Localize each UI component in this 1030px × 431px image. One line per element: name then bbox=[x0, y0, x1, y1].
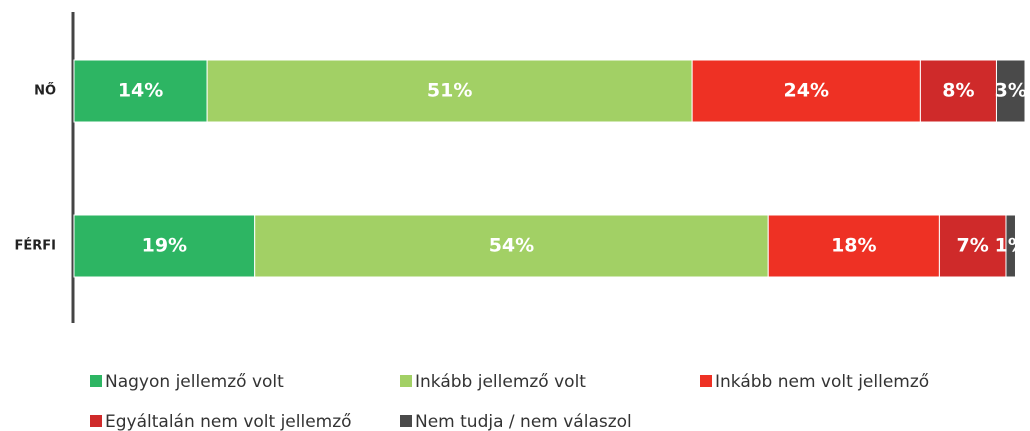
legend-label: Inkább jellemző volt bbox=[415, 372, 586, 392]
value-label: 3% bbox=[995, 80, 1027, 102]
value-label: 14% bbox=[118, 80, 163, 102]
legend-label: Nem tudja / nem válaszol bbox=[415, 412, 632, 431]
value-label: 19% bbox=[142, 235, 187, 257]
bar-segment bbox=[1005, 214, 1016, 278]
bar-segment bbox=[206, 59, 693, 123]
category-label: NŐ bbox=[34, 83, 56, 99]
category-label: FÉRFI bbox=[15, 238, 57, 254]
bar-segment bbox=[691, 59, 921, 123]
value-label: 1% bbox=[995, 235, 1027, 257]
bar-segment bbox=[767, 214, 940, 278]
legend-label: Nagyon jellemző volt bbox=[105, 372, 284, 392]
bar-segment bbox=[73, 214, 256, 278]
legend-label: Egyáltalán nem volt jellemző bbox=[105, 412, 352, 431]
bar-segment bbox=[938, 214, 1007, 278]
legend-swatch bbox=[90, 375, 102, 387]
bar-segment bbox=[73, 59, 208, 123]
legend-swatch bbox=[400, 415, 412, 427]
legend-label: Inkább nem volt jellemző bbox=[715, 372, 929, 392]
value-label: 24% bbox=[784, 80, 829, 102]
value-label: 51% bbox=[427, 80, 472, 102]
value-label: 8% bbox=[942, 80, 974, 102]
value-label: 18% bbox=[831, 235, 876, 257]
bar-segment bbox=[995, 59, 1026, 123]
legend-swatch bbox=[90, 415, 102, 427]
value-label: 7% bbox=[957, 235, 989, 257]
legend-swatch bbox=[700, 375, 712, 387]
value-label: 54% bbox=[489, 235, 534, 257]
legend-swatch bbox=[400, 375, 412, 387]
